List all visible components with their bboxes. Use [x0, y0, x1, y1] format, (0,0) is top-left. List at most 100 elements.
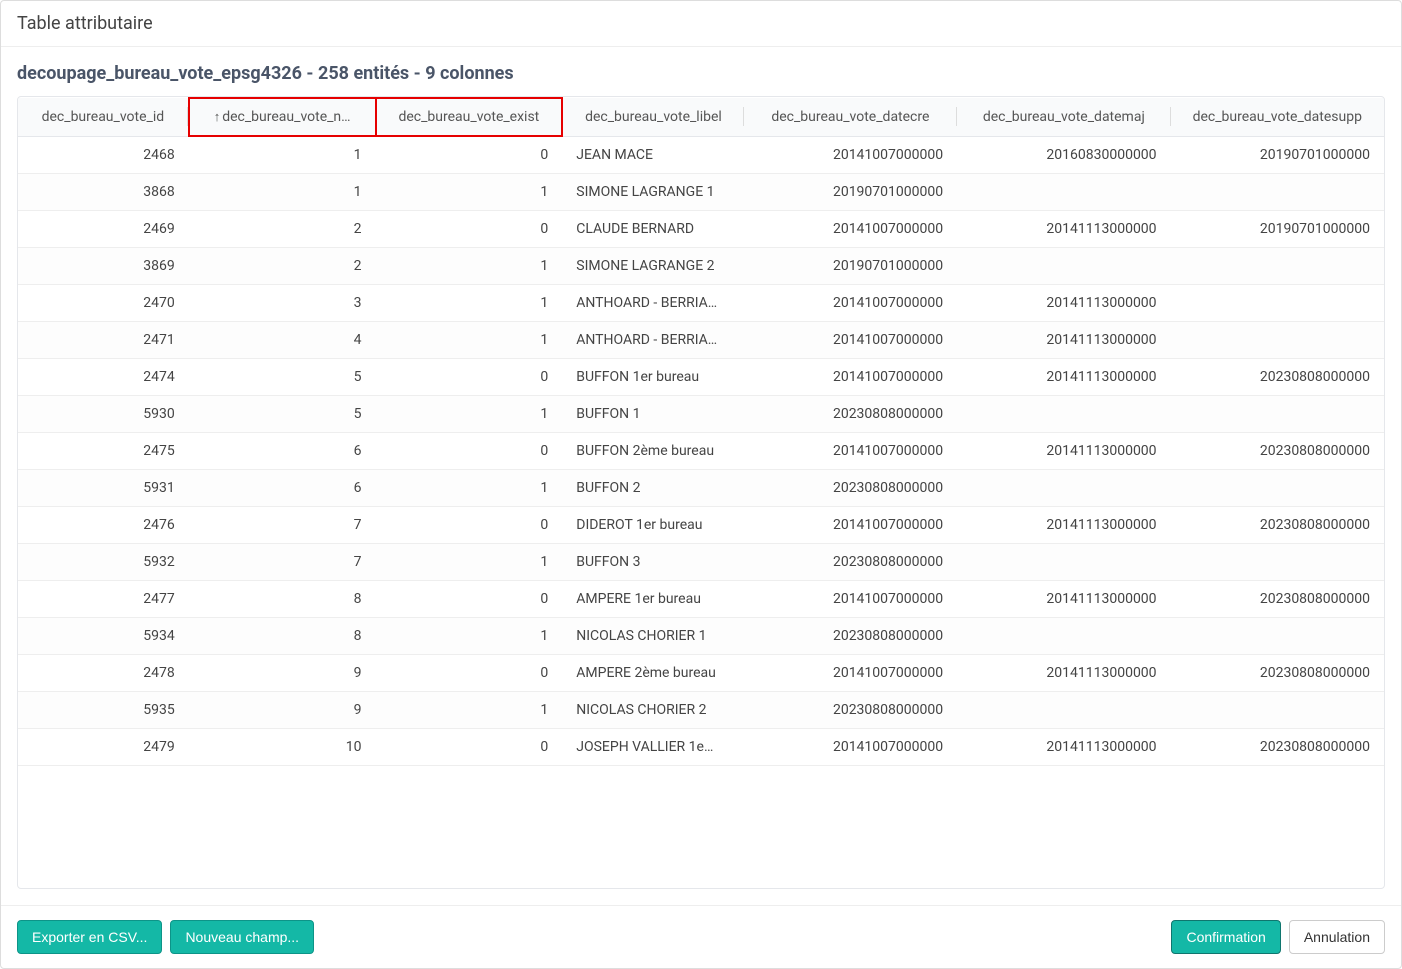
cell-datesupp: 20230808000000 [1171, 655, 1384, 692]
column-label: dec_bureau_vote_n… [222, 109, 350, 125]
table-row[interactable]: 246810JEAN MACE2014100700000020160830000… [18, 136, 1384, 174]
cell-datesupp: 20230808000000 [1171, 507, 1384, 544]
cell-datemaj: 20141113000000 [957, 285, 1170, 322]
cell-datecre: 20141007000000 [744, 729, 957, 766]
confirm-button[interactable]: Confirmation [1171, 920, 1280, 954]
cell-exist: 0 [376, 136, 563, 174]
column-label: dec_bureau_vote_datemaj [983, 109, 1145, 125]
cell-n: 7 [189, 544, 376, 581]
new-field-button[interactable]: Nouveau champ... [170, 920, 314, 954]
cell-id: 3869 [18, 248, 189, 285]
table-row[interactable]: 386921SIMONE LAGRANGE 220190701000000 [18, 248, 1384, 285]
cell-n: 9 [189, 692, 376, 729]
cell-datecre: 20230808000000 [744, 470, 957, 507]
table-container[interactable]: dec_bureau_vote_id↑dec_bureau_vote_n…dec… [17, 96, 1385, 889]
cell-datemaj: 20141113000000 [957, 507, 1170, 544]
table-row[interactable]: 593481NICOLAS CHORIER 120230808000000 [18, 618, 1384, 655]
cell-datecre: 20141007000000 [744, 211, 957, 248]
table-row[interactable]: 247031ANTHOARD - BERRIA…2014100700000020… [18, 285, 1384, 322]
data-table: dec_bureau_vote_id↑dec_bureau_vote_n…dec… [18, 97, 1384, 766]
cell-id: 2474 [18, 359, 189, 396]
column-header-datecre[interactable]: dec_bureau_vote_datecre [744, 98, 957, 136]
cell-exist: 1 [376, 692, 563, 729]
cell-datemaj: 20141113000000 [957, 433, 1170, 470]
cell-datecre: 20190701000000 [744, 174, 957, 211]
cell-exist: 0 [376, 433, 563, 470]
cell-id: 3868 [18, 174, 189, 211]
cell-id: 2475 [18, 433, 189, 470]
column-header-id[interactable]: dec_bureau_vote_id [18, 98, 189, 136]
cell-n: 9 [189, 655, 376, 692]
table-row[interactable]: 247450BUFFON 1er bureau20141007000000201… [18, 359, 1384, 396]
cell-libel: AMPERE 1er bureau [562, 581, 743, 618]
cell-datecre: 20230808000000 [744, 618, 957, 655]
cell-datemaj: 20141113000000 [957, 581, 1170, 618]
cancel-button[interactable]: Annulation [1289, 920, 1385, 954]
cell-datemaj [957, 174, 1170, 211]
table-row[interactable]: 593271BUFFON 320230808000000 [18, 544, 1384, 581]
cell-id: 2478 [18, 655, 189, 692]
column-header-n[interactable]: ↑dec_bureau_vote_n… [189, 98, 376, 136]
cell-datecre: 20141007000000 [744, 136, 957, 174]
cell-datemaj: 20141113000000 [957, 655, 1170, 692]
cell-n: 3 [189, 285, 376, 322]
table-row[interactable]: 593051BUFFON 120230808000000 [18, 396, 1384, 433]
cell-datecre: 20230808000000 [744, 692, 957, 729]
cell-id: 2477 [18, 581, 189, 618]
cell-n: 5 [189, 396, 376, 433]
table-row[interactable]: 247141ANTHOARD - BERRIA…2014100700000020… [18, 322, 1384, 359]
table-row[interactable]: 247560BUFFON 2ème bureau2014100700000020… [18, 433, 1384, 470]
cell-exist: 0 [376, 507, 563, 544]
cell-datemaj: 20141113000000 [957, 322, 1170, 359]
cell-id: 5931 [18, 470, 189, 507]
cell-libel: BUFFON 2 [562, 470, 743, 507]
table-row[interactable]: 247670DIDEROT 1er bureau2014100700000020… [18, 507, 1384, 544]
cell-libel: DIDEROT 1er bureau [562, 507, 743, 544]
column-header-datesupp[interactable]: dec_bureau_vote_datesupp [1171, 98, 1384, 136]
sort-asc-icon: ↑ [214, 109, 221, 125]
attribute-table-window: Table attributaire decoupage_bureau_vote… [0, 0, 1402, 969]
table-body: 246810JEAN MACE2014100700000020160830000… [18, 136, 1384, 766]
export-csv-button[interactable]: Exporter en CSV... [17, 920, 162, 954]
table-row[interactable]: 593161BUFFON 220230808000000 [18, 470, 1384, 507]
cell-exist: 1 [376, 322, 563, 359]
cell-datemaj: 20160830000000 [957, 136, 1170, 174]
table-subtitle: decoupage_bureau_vote_epsg4326 - 258 ent… [17, 63, 1385, 84]
cell-libel: JEAN MACE [562, 136, 743, 174]
cell-libel: NICOLAS CHORIER 2 [562, 692, 743, 729]
cell-datesupp: 20230808000000 [1171, 433, 1384, 470]
cell-datesupp: 20230808000000 [1171, 581, 1384, 618]
cell-datesupp [1171, 618, 1384, 655]
column-header-datemaj[interactable]: dec_bureau_vote_datemaj [957, 98, 1170, 136]
cell-datesupp [1171, 322, 1384, 359]
column-label: dec_bureau_vote_datecre [771, 109, 929, 125]
cell-n: 8 [189, 581, 376, 618]
footer-left: Exporter en CSV... Nouveau champ... [17, 920, 314, 954]
column-header-exist[interactable]: dec_bureau_vote_exist [376, 98, 563, 136]
cell-exist: 0 [376, 211, 563, 248]
table-row[interactable]: 593591NICOLAS CHORIER 220230808000000 [18, 692, 1384, 729]
table-row[interactable]: 2479100JOSEPH VALLIER 1e…201410070000002… [18, 729, 1384, 766]
cell-datecre: 20141007000000 [744, 285, 957, 322]
column-separator [187, 107, 188, 126]
cell-id: 2476 [18, 507, 189, 544]
table-row[interactable]: 246920CLAUDE BERNARD20141007000000201411… [18, 211, 1384, 248]
table-row[interactable]: 247780AMPERE 1er bureau20141007000000201… [18, 581, 1384, 618]
table-row[interactable]: 386811SIMONE LAGRANGE 120190701000000 [18, 174, 1384, 211]
cell-exist: 1 [376, 470, 563, 507]
cell-n: 1 [189, 174, 376, 211]
cell-datemaj: 20141113000000 [957, 211, 1170, 248]
cell-exist: 0 [376, 581, 563, 618]
cell-libel: AMPERE 2ème bureau [562, 655, 743, 692]
cell-libel: ANTHOARD - BERRIA… [562, 285, 743, 322]
cell-id: 2470 [18, 285, 189, 322]
column-label: dec_bureau_vote_id [42, 109, 165, 125]
cell-datemaj [957, 692, 1170, 729]
cell-datecre: 20141007000000 [744, 581, 957, 618]
column-header-libel[interactable]: dec_bureau_vote_libel [562, 98, 743, 136]
table-row[interactable]: 247890AMPERE 2ème bureau2014100700000020… [18, 655, 1384, 692]
cell-datesupp [1171, 285, 1384, 322]
cell-datecre: 20141007000000 [744, 322, 957, 359]
cell-datecre: 20190701000000 [744, 248, 957, 285]
cell-exist: 0 [376, 729, 563, 766]
